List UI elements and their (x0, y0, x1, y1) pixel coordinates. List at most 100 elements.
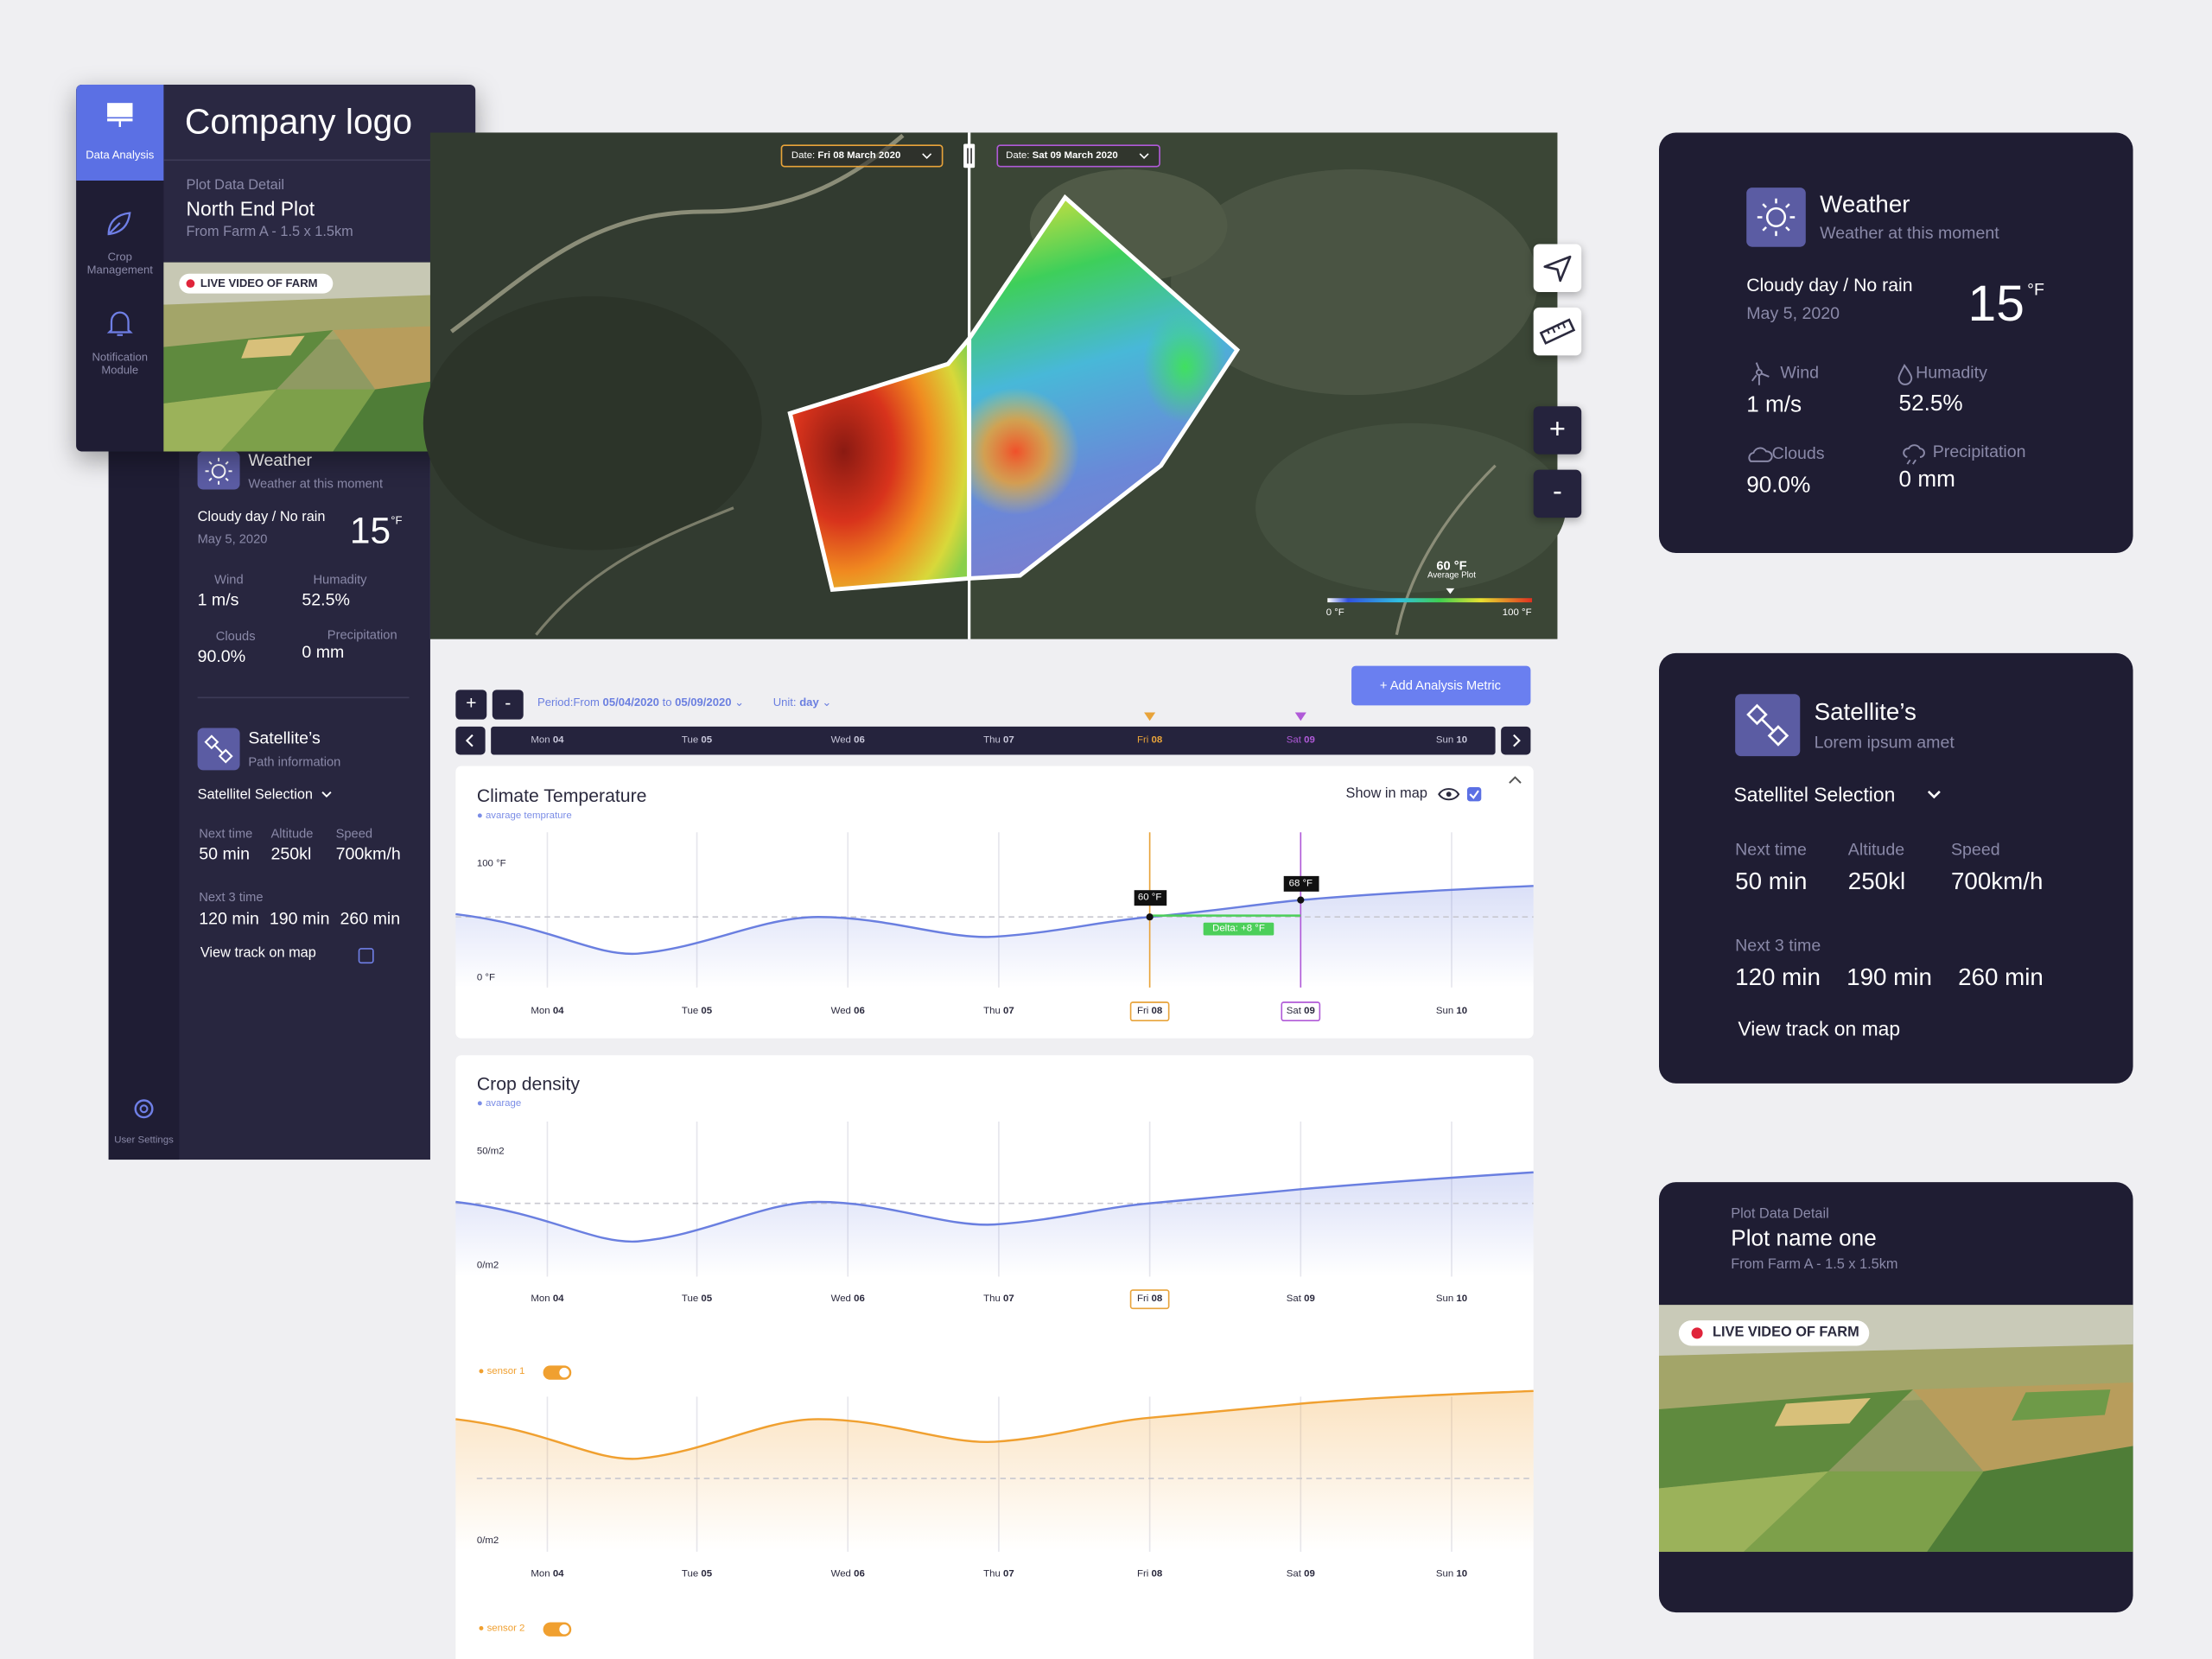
day-highlight (1129, 1289, 1170, 1310)
map-zoom[interactable] (1533, 406, 1582, 454)
polygon (219, 389, 376, 452)
span: avarage (485, 1098, 522, 1109)
path (922, 153, 932, 160)
show-in-map[interactable]: Show in map (1345, 785, 1427, 802)
sat-selection[interactable]: Satellitel Selection (197, 787, 313, 804)
path (455, 1171, 1534, 1243)
add-metric[interactable] (1351, 665, 1531, 706)
timeline-arrow[interactable] (1501, 726, 1531, 755)
day-name: Sun (1435, 1294, 1454, 1305)
track-link[interactable]: View track on map (1738, 1017, 1901, 1040)
stat-label: Speed (335, 826, 373, 841)
checkbox[interactable] (358, 948, 374, 964)
day-number: 05 (701, 1569, 713, 1580)
live-text: LIVE VIDEO OF FARM (1713, 1325, 1859, 1341)
nav-icon (107, 212, 131, 236)
ctrl-label: - (505, 691, 512, 714)
day-label: Wed 06 (831, 1007, 865, 1016)
plot-label: Plot Data Detail (1731, 1206, 1829, 1223)
day-label: Mon 04 (531, 735, 563, 745)
map-zoom[interactable] (1533, 469, 1582, 518)
sensor-label[interactable]: ● sensor 1 (478, 1367, 525, 1377)
path (455, 885, 1534, 956)
sat-title: Satellite’s (248, 728, 321, 748)
day-number: 06 (854, 1006, 865, 1017)
separator (163, 159, 476, 162)
line (1762, 203, 1767, 208)
day-name: Sat (1286, 1569, 1301, 1580)
path (1897, 364, 1913, 385)
y-label: 0/m2 (476, 1261, 499, 1271)
day-name: Mon (531, 1294, 550, 1305)
ctrl-btn[interactable] (455, 690, 487, 720)
add-metric-label: + Add Analysis Metric (1379, 678, 1501, 693)
legend-label: Average Plot (1427, 572, 1476, 581)
nav-active[interactable] (76, 84, 164, 181)
path (1446, 588, 1455, 594)
day-number: 07 (1002, 1569, 1014, 1580)
y-label: 50/m2 (476, 1147, 505, 1157)
ctrl-label: + (466, 691, 477, 714)
path (1469, 790, 1479, 799)
polygon (1774, 1397, 1871, 1427)
path (1139, 153, 1149, 160)
weather-condition: Cloudy day / No rain (1746, 274, 1913, 296)
day-label: Fri 08 (1137, 1007, 1162, 1016)
line (1785, 226, 1790, 232)
day-label: Sun 10 (1436, 1294, 1467, 1304)
day-name: Wed (830, 1294, 851, 1305)
date-chip[interactable]: Date: Fri 08 March 2020 (791, 151, 900, 162)
sensor-label[interactable]: ● sensor 2 (478, 1624, 525, 1634)
path (1144, 712, 1156, 721)
stat-label: Next time (199, 826, 253, 841)
path (1294, 712, 1306, 721)
day-number: 10 (1456, 1294, 1468, 1305)
legend-max: 100 °F (1502, 607, 1532, 619)
circle (559, 1367, 569, 1378)
timeline-arrow[interactable] (455, 726, 486, 755)
farm-video (1659, 1305, 2133, 1552)
day-label: Thu 07 (983, 735, 1014, 745)
timeline-markers (1144, 712, 1306, 721)
stat-value: 250kl (1847, 868, 1906, 895)
card-legend: ● avarage temprature (476, 810, 572, 822)
day-name: Tue (681, 1294, 699, 1305)
period-select[interactable]: Period:From 05/04/2020 to 05/09/2020 ⌄ (537, 696, 745, 709)
track-link[interactable]: View track on map (200, 945, 316, 962)
ctrl-btn[interactable] (492, 690, 524, 720)
day-number: 05 (701, 1294, 713, 1305)
plot-label: Plot Data Detail (186, 178, 284, 194)
day-label: Tue 05 (682, 1007, 712, 1016)
unit-select[interactable]: Unit: day ⌄ (772, 696, 832, 709)
span: sensor 1 (486, 1367, 525, 1377)
day-label: Tue 05 (682, 735, 712, 745)
plot-size: From Farm A - 1.5 x 1.5km (186, 225, 353, 240)
stat-value: 52.5% (302, 589, 350, 610)
span: sensor 2 (486, 1624, 525, 1634)
day-label: Mon 04 (531, 1569, 563, 1579)
nav-label[interactable]: Data Analysis (86, 149, 155, 162)
polygon (1659, 1471, 1828, 1552)
day-name: Thu (983, 1569, 1001, 1580)
day-name: Tue (681, 735, 699, 746)
path (107, 212, 131, 236)
nav-label[interactable]: Notification Module (92, 351, 149, 377)
day-label: Thu 07 (983, 1569, 1014, 1579)
rect (1327, 598, 1533, 603)
polygon (241, 335, 305, 359)
zoom-label: - (1553, 476, 1562, 507)
polygon (1743, 1471, 1984, 1552)
nav-label[interactable]: Crop Management (86, 251, 153, 276)
sat-selection[interactable]: Satellitel Selection (1733, 783, 1896, 806)
map-tool[interactable] (1533, 244, 1582, 292)
stat-value: 50 min (1735, 868, 1808, 895)
weather-date: May 5, 2020 (197, 531, 268, 546)
path (465, 734, 474, 747)
rect (1283, 875, 1319, 892)
crop-chart (455, 1121, 1534, 1637)
stat-label: Next 3 time (1735, 935, 1821, 956)
date-chip[interactable]: Date: Sat 09 March 2020 (1006, 151, 1118, 162)
brand: Company logo (184, 102, 413, 143)
day-label: Tue 05 (682, 1294, 712, 1304)
path (106, 311, 133, 336)
